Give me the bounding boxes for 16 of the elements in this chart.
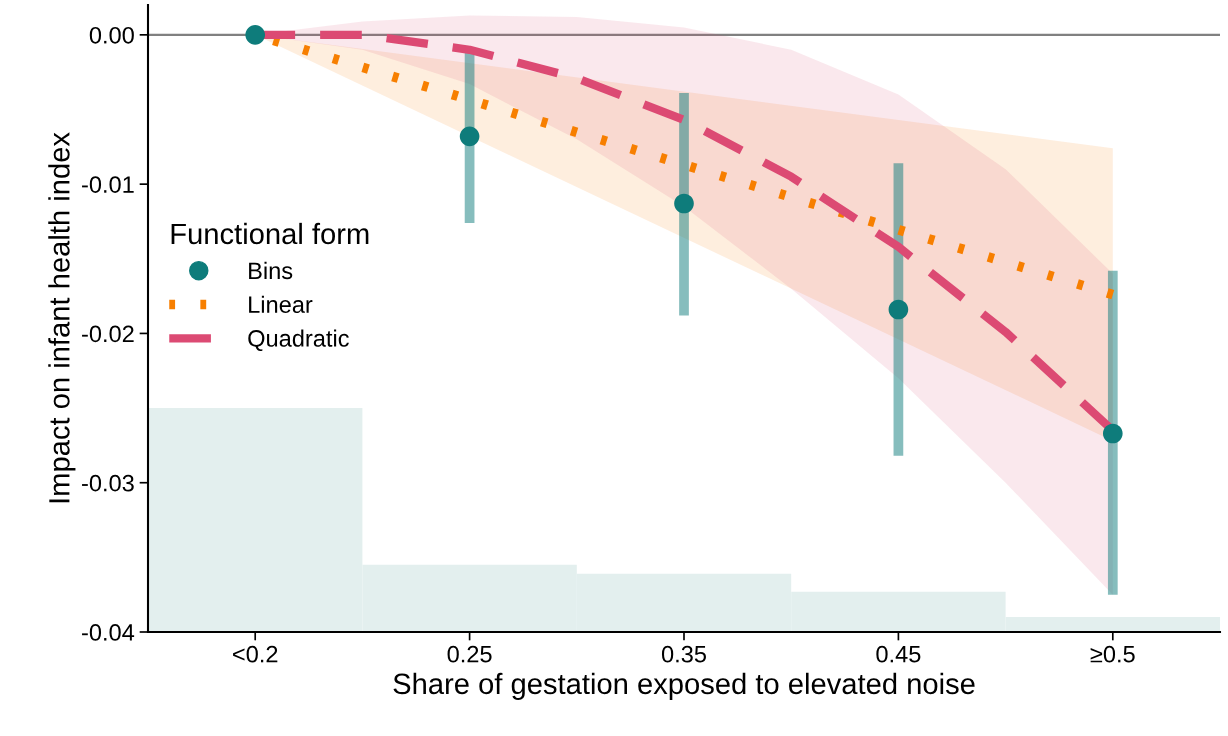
legend-label: Linear bbox=[249, 295, 313, 313]
x-tick-label: ≥0.5 bbox=[1090, 645, 1135, 663]
x-axis-title: Share of gestation exposed to elevated noise bbox=[393, 672, 975, 700]
legend-label: Bins bbox=[249, 261, 293, 280]
legend-title: Functional form bbox=[171, 222, 369, 245]
x-tick-label: 0.45 bbox=[876, 645, 921, 663]
y-tick-label: -0.03 bbox=[82, 474, 134, 492]
y-axis-title: Impact on infant health index bbox=[48, 132, 76, 503]
y-tick-label: -0.04 bbox=[82, 624, 135, 641]
x-tick-label: 0.35 bbox=[661, 645, 706, 663]
y-tick-label: -0.02 bbox=[82, 325, 134, 343]
y-tick-label: 0.00 bbox=[89, 26, 134, 44]
x-tick-label: <0.2 bbox=[233, 645, 278, 663]
legend-label: Quadratic bbox=[248, 329, 349, 352]
x-tick-label: 0.25 bbox=[447, 645, 492, 663]
y-tick-label: -0.01 bbox=[82, 176, 134, 193]
